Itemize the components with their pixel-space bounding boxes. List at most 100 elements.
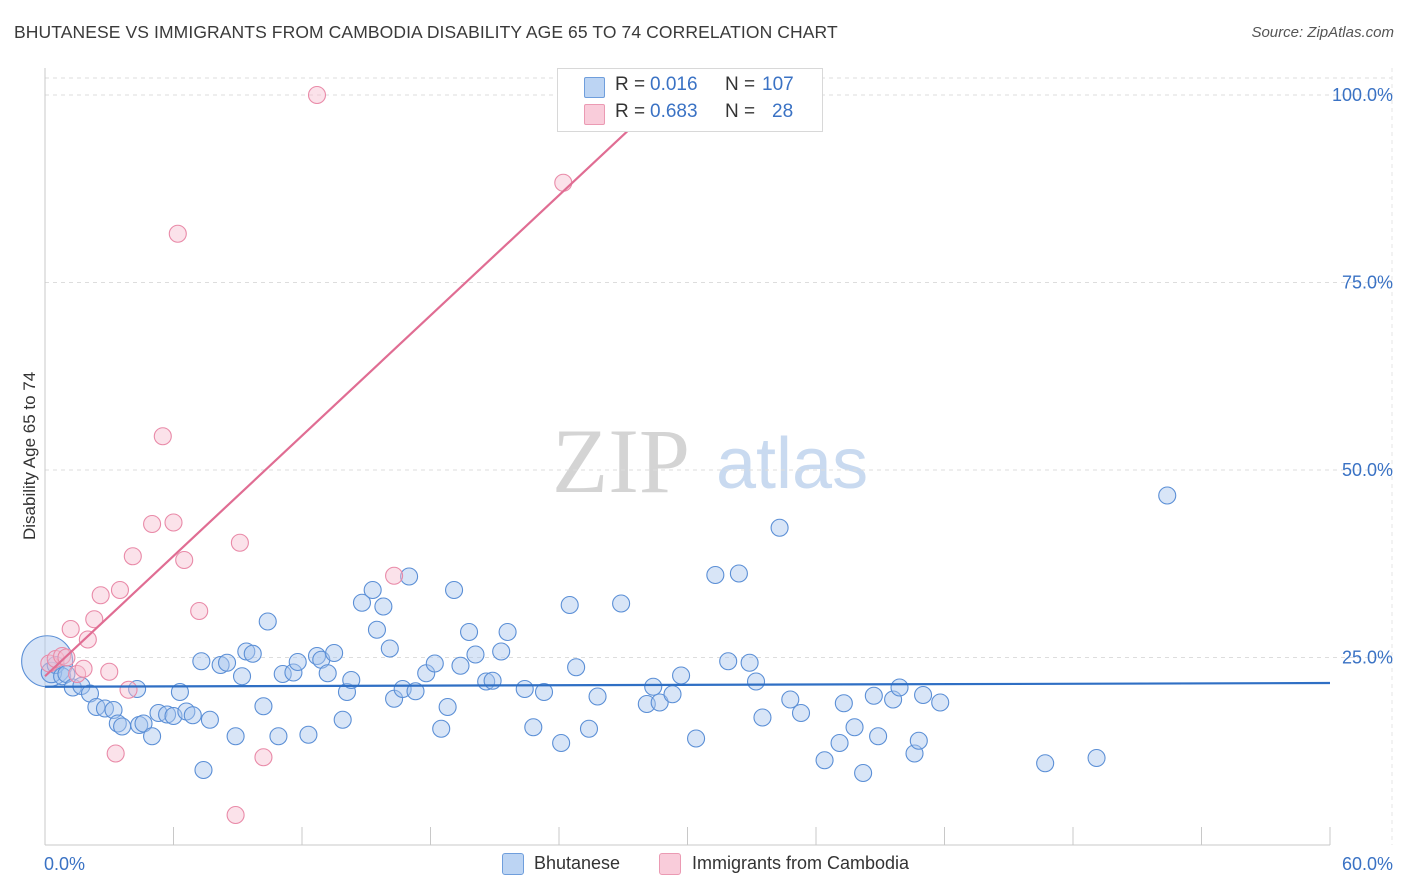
cambodia-point xyxy=(190,601,209,621)
bhutanese-point xyxy=(170,682,189,702)
cambodia-point xyxy=(143,514,162,534)
bhutanese-point xyxy=(909,731,928,750)
bhutanese-point xyxy=(560,595,579,615)
bhutanese-point xyxy=(143,727,162,746)
bhutanese-point xyxy=(445,580,464,600)
tick-labels: 25.0% 50.0% 75.0% 100.0% 0.0% 60.0% xyxy=(44,85,1393,874)
cambodia-point xyxy=(106,744,125,763)
cambodia-point xyxy=(74,659,93,678)
y-axis-label: Disability Age 65 to 74 xyxy=(20,371,39,540)
bhutanese-point xyxy=(834,694,853,713)
bhutanese-point xyxy=(781,690,800,709)
bhutanese-point xyxy=(374,597,393,616)
stats-r-label: R = xyxy=(615,74,646,95)
cambodia-points xyxy=(40,85,611,825)
bhutanese-point xyxy=(232,667,252,686)
watermark: ZIP atlas xyxy=(552,410,868,512)
cambodia-point xyxy=(91,586,110,605)
bhutanese-point xyxy=(672,666,691,685)
bhutanese-point xyxy=(890,678,909,697)
bhutanese-point xyxy=(318,664,337,683)
cambodia-point xyxy=(100,662,119,681)
bhutanese-point xyxy=(498,622,517,642)
bhutanese-point xyxy=(579,719,599,738)
bhutanese-point xyxy=(740,653,759,672)
bhutanese-point xyxy=(459,622,479,642)
bhutanese-point xyxy=(367,620,387,639)
source-label: Source: ZipAtlas.com xyxy=(1251,24,1394,41)
cambodia-trend-line xyxy=(44,94,667,678)
cambodia-point xyxy=(254,748,273,767)
legend: Bhutanese Immigrants from Cambodia xyxy=(0,850,1406,878)
bhutanese-point xyxy=(438,697,457,717)
cambodia-point xyxy=(110,580,130,600)
bhutanese-point xyxy=(104,700,123,720)
bhutanese-point xyxy=(380,639,399,658)
axes xyxy=(44,68,1393,846)
stats-n-label: N = xyxy=(725,74,756,95)
bhutanese-point xyxy=(663,685,682,704)
bhutanese-point xyxy=(492,642,511,661)
chart-title: BHUTANESE VS IMMIGRANTS FROM CAMBODIA DI… xyxy=(14,22,838,42)
bhutanese-point xyxy=(254,697,273,716)
bhutanese-point xyxy=(333,710,352,729)
bhutanese-point xyxy=(325,643,344,663)
bhutanese-point xyxy=(183,706,202,725)
legend-swatch-bhutanese xyxy=(502,853,524,875)
bhutanese-point xyxy=(200,710,219,729)
watermark-atlas: atlas xyxy=(716,424,868,504)
y-tick-label: 75.0% xyxy=(1342,273,1393,293)
bhutanese-point xyxy=(158,705,177,724)
bhutanese-point xyxy=(269,727,288,746)
bhutanese-point xyxy=(524,718,543,737)
trend-lines xyxy=(44,94,1331,688)
bhutanese-point xyxy=(288,652,307,672)
cambodia-point xyxy=(230,533,249,552)
stats-r-label: R = xyxy=(615,101,646,122)
bhutanese-trend-line xyxy=(44,681,1331,688)
bhutanese-point xyxy=(719,652,738,671)
bhutanese-point xyxy=(845,718,864,737)
bhutanese-point xyxy=(134,714,153,733)
bhutanese-point xyxy=(400,567,419,586)
stats-row-bhutanese: R = 0.016 N = 107 xyxy=(558,74,820,100)
bhutanese-point xyxy=(706,565,725,585)
cambodia-point xyxy=(85,610,104,629)
stats-row-cambodia: R = 0.683 N = 28 xyxy=(558,101,820,127)
bhutanese-point xyxy=(914,685,933,705)
bhutanese-point xyxy=(567,658,586,677)
stats-r-value: 0.016 xyxy=(650,74,698,95)
cambodia-point xyxy=(153,427,172,446)
cambodia-point xyxy=(78,630,97,649)
y-tick-label: 100.0% xyxy=(1332,85,1393,105)
cambodia-point xyxy=(175,550,194,570)
bhutanese-point xyxy=(612,594,631,613)
bhutanese-point xyxy=(770,518,789,537)
bhutanese-point xyxy=(552,733,571,753)
bhutanese-point xyxy=(258,612,277,631)
x-tick-label-min: 0.0% xyxy=(44,854,85,874)
bhutanese-point xyxy=(406,682,425,701)
bhutanese-point xyxy=(1036,754,1055,773)
bhutanese-point xyxy=(854,763,873,783)
stats-box: R = 0.016 N = 107 R = 0.683 N = 28 xyxy=(557,68,823,132)
x-tick-label-max: 60.0% xyxy=(1342,854,1393,874)
cambodia-point xyxy=(168,224,187,243)
bhutanese-point xyxy=(192,652,211,671)
cambodia-point xyxy=(61,619,80,639)
y-tick-label: 25.0% xyxy=(1342,648,1393,668)
bhutanese-point xyxy=(753,708,772,727)
bhutanese-point xyxy=(342,670,361,690)
stats-swatch-bhutanese xyxy=(584,77,605,98)
cambodia-point xyxy=(119,680,138,699)
bhutanese-point xyxy=(534,682,554,702)
cambodia-point xyxy=(164,513,183,532)
legend-label-cambodia: Immigrants from Cambodia xyxy=(692,853,910,873)
cambodia-point xyxy=(385,566,404,585)
bhutanese-point xyxy=(466,645,485,664)
bhutanese-point xyxy=(1087,748,1106,768)
bhutanese-point xyxy=(337,682,357,702)
bhutanese-point xyxy=(830,733,849,753)
watermark-zip: ZIP xyxy=(552,410,690,512)
